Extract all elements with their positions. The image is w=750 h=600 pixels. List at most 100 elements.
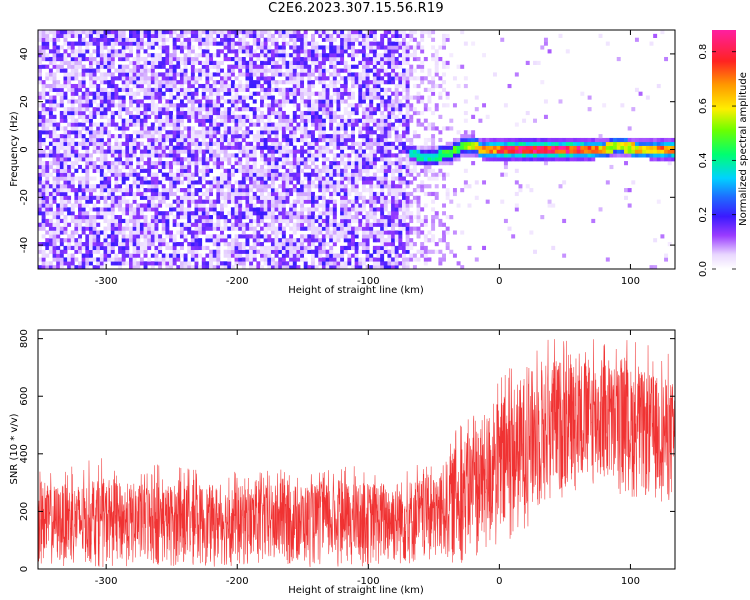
- heatmap-cell: [85, 238, 90, 243]
- heatmap-cell: [74, 226, 79, 231]
- heatmap-cell: [209, 95, 214, 100]
- heatmap-cell: [143, 265, 148, 269]
- heatmap-cell: [387, 107, 392, 112]
- heatmap-cell: [78, 203, 82, 208]
- heatmap-cell: [380, 168, 385, 173]
- heatmap-cell: [227, 245, 232, 251]
- heatmap-cell: [41, 95, 46, 100]
- heatmap-cell: [351, 137, 355, 143]
- heatmap-cell: [63, 153, 68, 158]
- heatmap-cell: [143, 234, 148, 239]
- heatmap-cell: [332, 265, 337, 269]
- heatmap-cell: [78, 195, 82, 200]
- heatmap-cell: [48, 49, 53, 54]
- heatmap-cell: [201, 118, 206, 123]
- heatmap-cell: [165, 211, 170, 216]
- heatmap-cell: [263, 80, 268, 85]
- heatmap-cell: [67, 87, 72, 92]
- heatmap-cell: [194, 68, 199, 73]
- heatmap-cell: [318, 68, 323, 73]
- heatmap-cell: [267, 114, 272, 119]
- heatmap-cell: [216, 72, 221, 77]
- heatmap-cell: [45, 238, 50, 243]
- heatmap-cell: [70, 245, 75, 251]
- heatmap-cell: [372, 41, 377, 46]
- heatmap-cell: [223, 134, 228, 139]
- heatmap-cell: [380, 95, 385, 100]
- heatmap-cell: [300, 130, 305, 135]
- heatmap-cell: [369, 107, 374, 112]
- heatmap-cell: [278, 53, 283, 58]
- heatmap-cell: [132, 107, 137, 112]
- heatmap-cell: [372, 195, 377, 200]
- heatmap-cell: [114, 188, 119, 193]
- heatmap-cell: [376, 265, 381, 269]
- heatmap-cell: [67, 33, 72, 38]
- heatmap-cell: [394, 45, 399, 50]
- heatmap-cell: [343, 37, 348, 42]
- heatmap-cell: [74, 145, 79, 150]
- heatmap-cell: [372, 72, 377, 77]
- heatmap-cell: [238, 203, 243, 208]
- heatmap-cell: [372, 234, 377, 239]
- heatmap-cell: [398, 230, 403, 235]
- heatmap-cell: [303, 261, 308, 266]
- heatmap-cell: [402, 257, 406, 262]
- heatmap-cell: [143, 145, 148, 150]
- heatmap-cell: [48, 195, 53, 200]
- heatmap-cell: [398, 253, 403, 258]
- heatmap-cell: [343, 230, 348, 235]
- heatmap-cell: [99, 137, 104, 143]
- heatmap-cell: [63, 141, 68, 146]
- heatmap-cell: [103, 230, 108, 235]
- heatmap-cell: [260, 164, 264, 170]
- heatmap-cell: [187, 153, 192, 158]
- heatmap-cell: [391, 257, 396, 262]
- heatmap-cell: [249, 215, 254, 220]
- heatmap-cell: [394, 41, 399, 46]
- heatmap-cell: [136, 72, 141, 77]
- heatmap-cell: [260, 199, 264, 204]
- heatmap-cell: [351, 161, 355, 166]
- heatmap-cell: [311, 265, 315, 269]
- heatmap-cell: [289, 130, 294, 135]
- heatmap-cell: [241, 37, 246, 42]
- heatmap-cell: [41, 203, 46, 208]
- heatmap-cell: [398, 245, 403, 251]
- heatmap-cell: [289, 72, 294, 77]
- heatmap-cell: [387, 72, 392, 77]
- heatmap-cell: [354, 33, 359, 38]
- heatmap-cell: [351, 53, 355, 58]
- heatmap-cell: [118, 199, 123, 204]
- heatmap-cell: [121, 72, 126, 77]
- heatmap-cell: [41, 126, 46, 131]
- heatmap-cell: [343, 80, 348, 85]
- heatmap-cell: [169, 33, 173, 38]
- heatmap-cell: [380, 249, 385, 254]
- heatmap-cell: [230, 199, 235, 204]
- heatmap-cell: [340, 60, 345, 65]
- heatmap-cell: [347, 180, 352, 185]
- heatmap-cell: [169, 161, 173, 166]
- heatmap-cell: [267, 87, 272, 92]
- heatmap-cell: [161, 141, 166, 146]
- heatmap-cell: [78, 114, 82, 119]
- heatmap-cell: [220, 184, 224, 189]
- heatmap-cell: [110, 72, 115, 77]
- heatmap-cell: [230, 145, 235, 150]
- heatmap-cell: [365, 107, 370, 112]
- heatmap-cell: [409, 168, 414, 173]
- heatmap-cell: [81, 110, 86, 116]
- heatmap-cell: [201, 37, 206, 42]
- heatmap-cell: [412, 253, 417, 258]
- heatmap-cell: [394, 161, 399, 166]
- heatmap-cell: [67, 222, 72, 227]
- heatmap-cell: [216, 30, 221, 35]
- heatmap-cell: [289, 76, 294, 81]
- heatmap-cell: [136, 191, 141, 197]
- heatmap-cell: [81, 168, 86, 173]
- heatmap-cell: [252, 242, 257, 247]
- heatmap-cell: [125, 107, 130, 112]
- heatmap-cell: [412, 242, 417, 247]
- heatmap-cell: [150, 122, 155, 127]
